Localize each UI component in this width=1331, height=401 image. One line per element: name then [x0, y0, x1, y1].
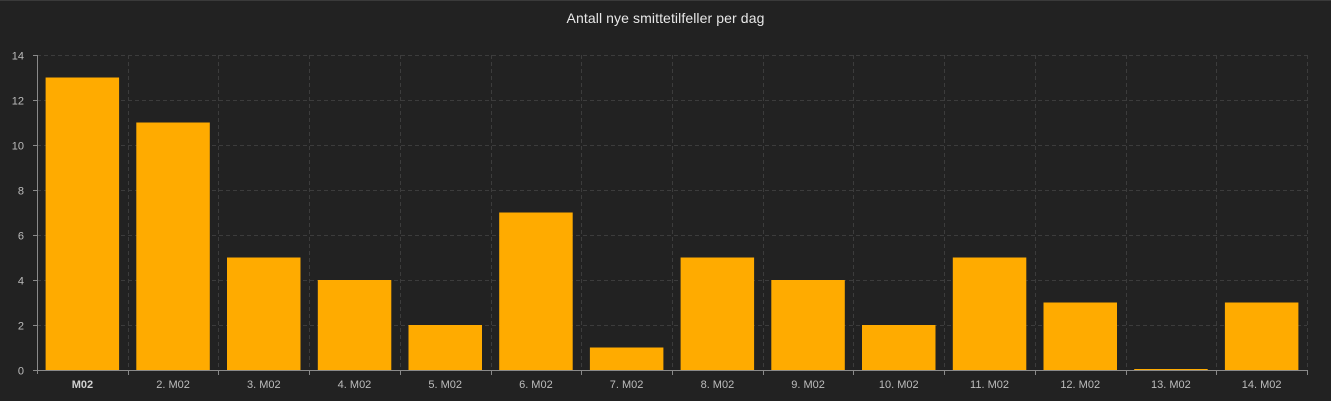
x-tick-label: 8. M02	[701, 379, 735, 391]
y-tick-label: 6	[18, 231, 24, 243]
bar	[952, 257, 1027, 370]
x-tick-label: M02	[72, 379, 93, 391]
x-tick-label: 14. M02	[1242, 379, 1282, 391]
bar	[499, 212, 573, 370]
x-tick-label: 2. M02	[156, 379, 190, 391]
x-tick-label: 3. M02	[247, 379, 281, 391]
x-tick-label: 10. M02	[879, 379, 919, 391]
y-tick-label: 12	[12, 96, 24, 108]
x-tick-label: 9. M02	[791, 379, 825, 391]
chart-title: Antall nye smittetilfeller per dag	[566, 10, 765, 26]
bar	[1224, 302, 1299, 370]
bar	[227, 257, 301, 370]
y-tick-label: 2	[18, 321, 24, 333]
x-tick-label: 13. M02	[1151, 379, 1191, 391]
y-tick-label: 0	[18, 366, 24, 378]
x-tick-label: 4. M02	[338, 379, 372, 391]
bar	[317, 280, 392, 370]
y-tick-label: 4	[18, 276, 24, 288]
x-tick-label: 5. M02	[428, 379, 462, 391]
bar	[408, 325, 482, 370]
bar	[680, 257, 755, 370]
y-tick-label: 10	[12, 141, 24, 153]
bar	[45, 77, 120, 370]
x-tick-label: 7. M02	[610, 379, 644, 391]
y-tick-label: 14	[12, 51, 24, 63]
x-tick-label: 6. M02	[519, 379, 553, 391]
bar	[862, 325, 936, 370]
x-tick-label: 12. M02	[1060, 379, 1100, 391]
y-tick-label: 8	[18, 186, 24, 198]
x-tick-label: 11. M02	[970, 379, 1009, 391]
bar	[771, 280, 845, 370]
bar	[1134, 369, 1208, 370]
bar	[589, 347, 664, 370]
bar	[1043, 302, 1117, 370]
bar	[136, 122, 210, 370]
